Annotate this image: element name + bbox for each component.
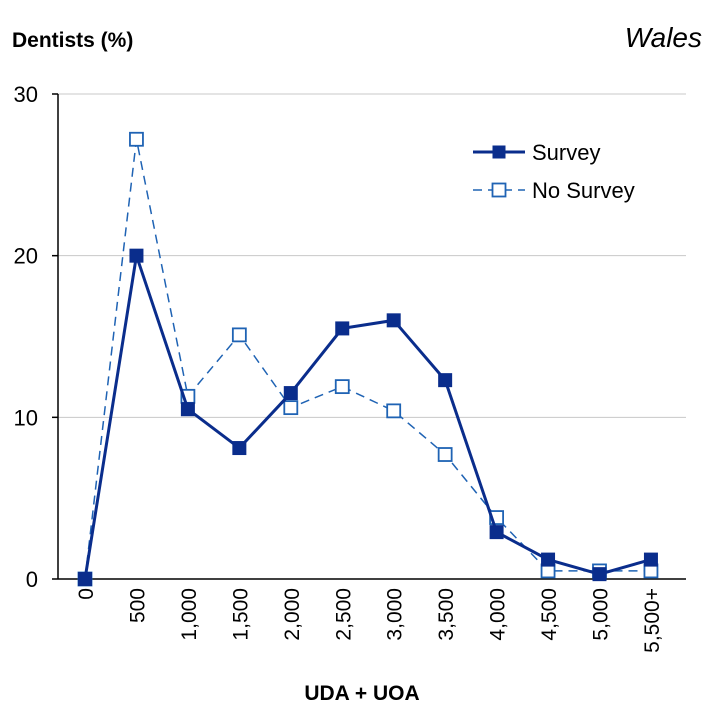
y-tick-label-30: 30 [14, 82, 38, 107]
series-0-point-11 [643, 552, 658, 567]
series-0-point-3 [232, 441, 247, 456]
series-0-point-0 [78, 572, 92, 586]
x-tick-label-0: 0 [75, 588, 98, 600]
series-0-point-6 [386, 313, 401, 328]
series-0-point-10 [592, 567, 607, 582]
series-line-0 [83, 255, 652, 580]
y-tick-label-10: 10 [14, 405, 38, 430]
x-axis-title-text: UDA + UOA [304, 682, 420, 705]
x-tick-label-11: 5,500+ [641, 588, 664, 653]
series-0-point-5 [335, 321, 350, 336]
x-tick-label-8: 4,000 [487, 588, 510, 641]
series-line-1 [84, 139, 651, 580]
series-1-point-4 [283, 400, 299, 416]
legend-marker-1 [491, 182, 507, 198]
series-1-point-1 [129, 131, 144, 147]
x-tick-label-9: 4,500 [538, 588, 561, 641]
legend-label-0: Survey [532, 140, 600, 165]
series-1-point-7 [437, 447, 453, 462]
x-tick-label-3: 1,500 [229, 588, 252, 641]
series-0-point-9 [541, 552, 556, 567]
series-0-point-2 [180, 402, 195, 417]
region-label: Wales [624, 22, 702, 53]
series-1-point-3 [231, 327, 247, 343]
x-tick-label-4: 2,000 [281, 588, 304, 641]
legend-label-1: No Survey [532, 178, 635, 203]
x-tick-label-5: 2,500 [332, 588, 355, 641]
x-axis-title: UDA + UOA [0, 682, 728, 706]
legend-marker-0 [492, 145, 506, 159]
series-1-point-5 [334, 379, 350, 395]
x-tick-label-2: 1,000 [178, 588, 201, 641]
series-0-point-7 [438, 373, 453, 388]
y-tick-label-0: 0 [26, 567, 38, 592]
x-tick-label-6: 3,000 [384, 588, 407, 641]
series-0-point-8 [489, 525, 504, 540]
y-tick-label-20: 20 [14, 244, 38, 269]
series-0-point-1 [129, 248, 144, 263]
y-axis-title: Dentists (%) [12, 29, 134, 52]
x-tick-label-1: 500 [126, 588, 149, 623]
series-1-point-6 [386, 403, 402, 419]
x-tick-label-10: 5,000 [590, 588, 613, 641]
x-tick-label-7: 3,500 [435, 588, 458, 641]
series-0-point-4 [283, 386, 298, 401]
